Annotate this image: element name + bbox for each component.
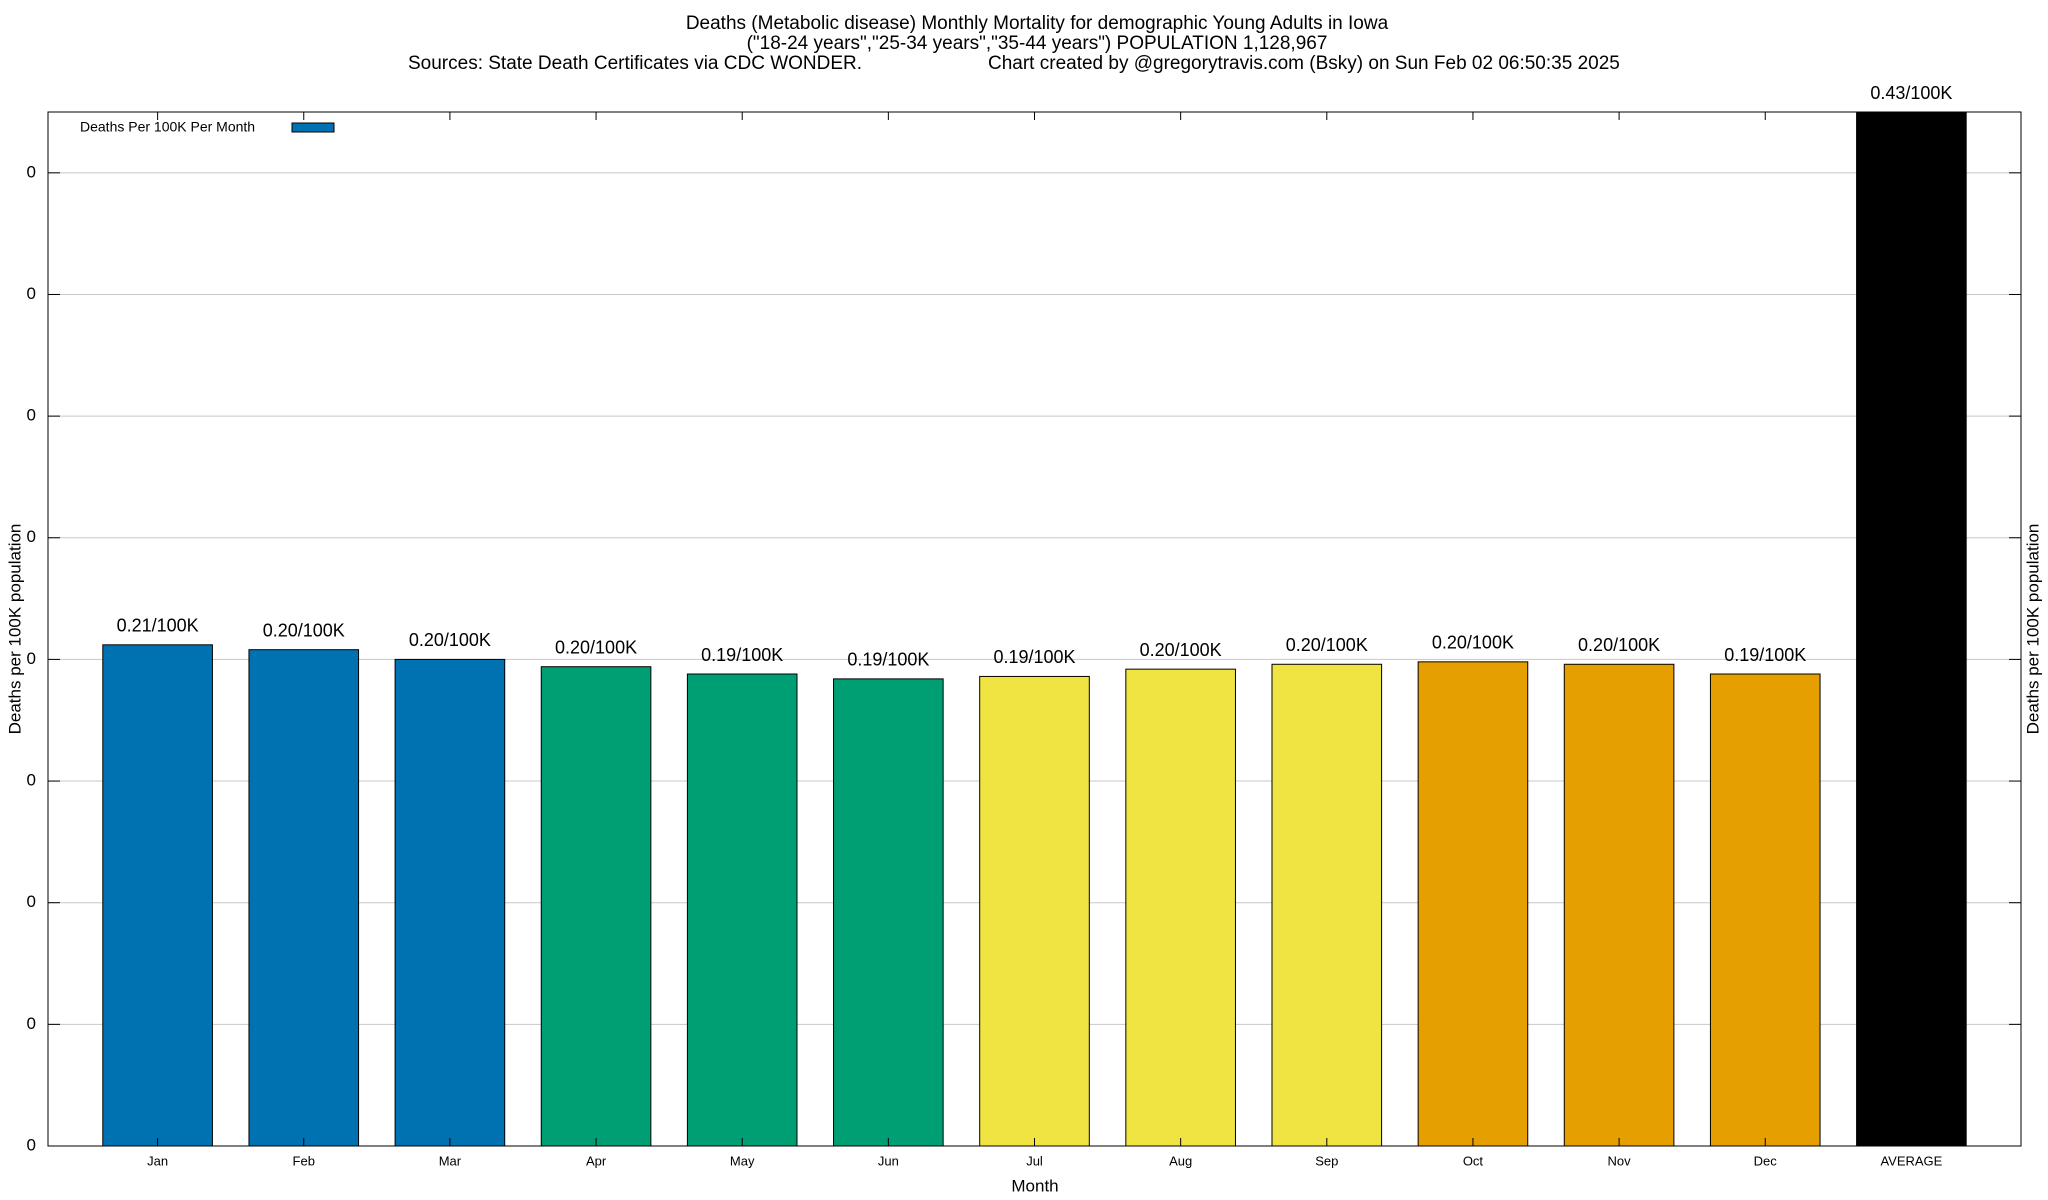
value-label: 0.19/100K <box>1724 645 1806 665</box>
y-axis-label: Deaths per 100K population <box>5 524 24 735</box>
value-label: 0.19/100K <box>993 647 1075 667</box>
plot-area <box>102 112 1967 1146</box>
chart-title: Deaths (Metabolic disease) Monthly Morta… <box>686 13 1389 34</box>
x-tick-label: Feb <box>293 1153 315 1168</box>
value-label: 0.20/100K <box>1286 635 1368 655</box>
value-label: 0.20/100K <box>555 637 637 657</box>
x-tick-label: Sep <box>1315 1153 1338 1168</box>
x-tick-label: Dec <box>1754 1153 1778 1168</box>
bar <box>102 644 213 1146</box>
x-tick-label: Oct <box>1463 1153 1484 1168</box>
x-tick-label: May <box>730 1153 755 1168</box>
value-label: 0.19/100K <box>701 645 783 665</box>
value-label: 0.20/100K <box>1578 635 1660 655</box>
value-label: 0.20/100K <box>263 620 345 640</box>
bar <box>540 666 652 1146</box>
x-tick-label: Jul <box>1026 1153 1043 1168</box>
bar <box>1563 663 1675 1146</box>
chart-subtitle: ("18-24 years","25-34 years","35-44 year… <box>747 33 1328 54</box>
value-label: 0.43/100K <box>1870 83 1952 103</box>
value-label: 0.19/100K <box>847 650 929 670</box>
credit-note: Chart created by @gregorytravis.com (Bsk… <box>988 53 1620 74</box>
bar <box>833 678 944 1146</box>
y-tick-label: 0 <box>27 1014 36 1033</box>
x-tick-label: Nov <box>1608 1153 1632 1168</box>
value-label: 0.20/100K <box>1140 640 1222 660</box>
x-tick-label: Apr <box>586 1153 607 1168</box>
y-tick-label: 0 <box>27 771 36 790</box>
y-tick-label: 0 <box>27 406 36 425</box>
y-tick-label: 0 <box>27 162 36 181</box>
y-tick-label: 0 <box>27 892 36 911</box>
x-tick-label: Jan <box>147 1153 168 1168</box>
bar <box>979 675 1090 1146</box>
bar <box>394 658 506 1146</box>
value-label: 0.21/100K <box>117 616 199 636</box>
bar <box>1125 668 1236 1146</box>
value-label: 0.20/100K <box>1432 633 1514 653</box>
bar <box>248 649 360 1146</box>
bar <box>1417 661 1529 1146</box>
bar <box>1271 663 1383 1146</box>
x-tick-label: Aug <box>1169 1153 1192 1168</box>
y-tick-label: 0 <box>27 1135 36 1154</box>
value-label: 0.20/100K <box>409 630 491 650</box>
legend-label: Deaths Per 100K Per Month <box>80 119 255 135</box>
x-tick-label: Jun <box>878 1153 899 1168</box>
source-note: Sources: State Death Certificates via CD… <box>408 53 862 74</box>
x-axis-label: Month <box>1011 1176 1058 1195</box>
y-tick-label: 0 <box>27 527 36 546</box>
y2-axis-label: Deaths per 100K population <box>2023 524 2042 735</box>
y-tick-label: 0 <box>27 649 36 668</box>
x-tick-label: Mar <box>439 1153 462 1168</box>
plot-border <box>47 111 2022 1147</box>
bar <box>1856 112 1967 1146</box>
y-tick-label: 0 <box>27 284 36 303</box>
x-tick-label: AVERAGE <box>1880 1153 1942 1168</box>
bar <box>1709 673 1821 1146</box>
legend-swatch <box>291 122 335 133</box>
bar <box>686 673 798 1146</box>
